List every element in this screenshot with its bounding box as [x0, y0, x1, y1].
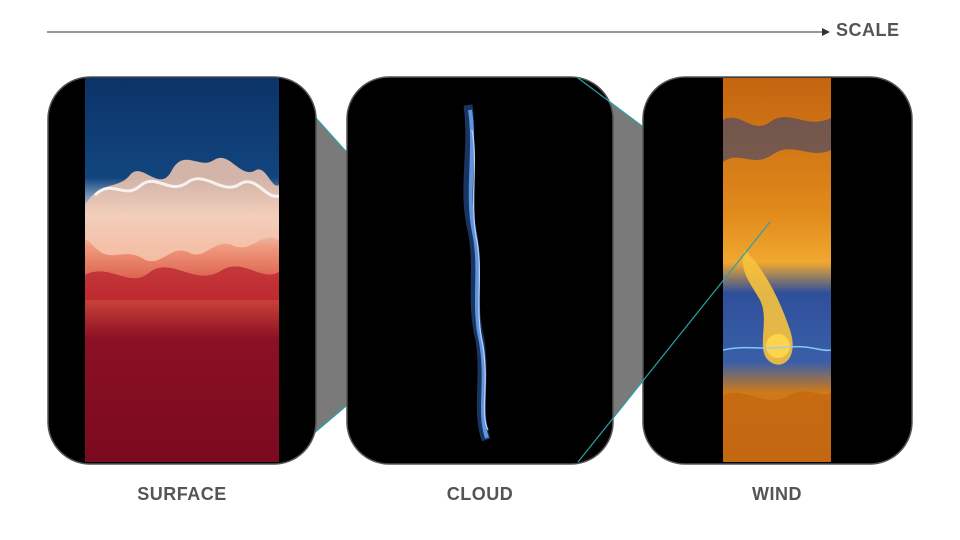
surface-label: SURFACE	[137, 484, 227, 504]
scale-axis-label: SCALE	[836, 20, 900, 40]
wind-label: WIND	[752, 484, 802, 504]
scale-axis	[47, 28, 830, 36]
surface-simulation-image	[85, 78, 279, 462]
wind-panel	[577, 76, 913, 465]
surface-panel	[47, 76, 317, 465]
cloud-panel	[346, 76, 614, 465]
wind-simulation-image	[723, 78, 831, 462]
cloud-label: CLOUD	[446, 484, 514, 504]
cloud-simulation-image	[463, 104, 491, 442]
